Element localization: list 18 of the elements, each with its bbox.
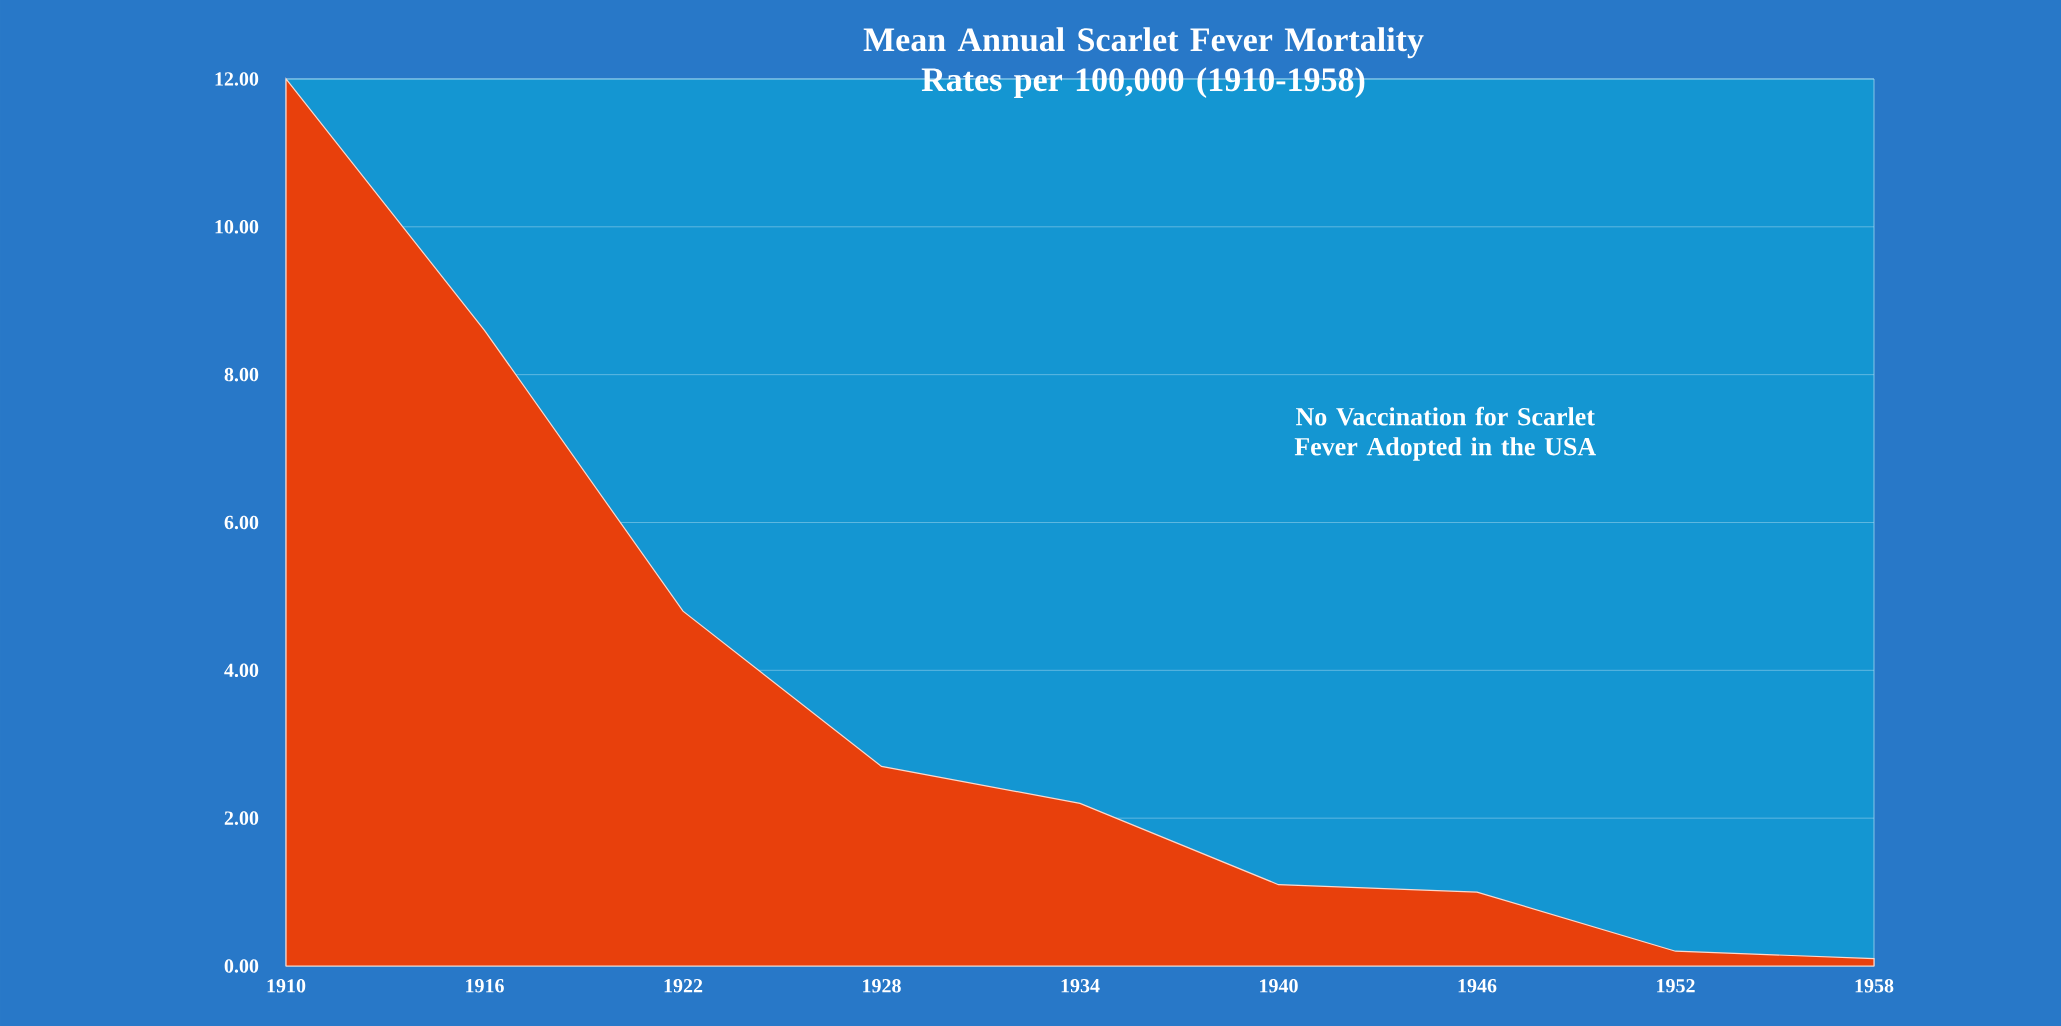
x-tick-label: 1910 <box>267 979 306 993</box>
y-tick-label: 2.00 <box>224 811 259 825</box>
y-tick-label: 12.00 <box>215 72 259 86</box>
chart-title: Mean Annual Scarlet Fever Mortality Rates per 100,000 (1910-1958) <box>863 27 1424 99</box>
y-tick-label: 8.00 <box>224 367 259 382</box>
x-tick-label: 1928 <box>863 979 901 993</box>
annotation: No Vaccination for Scarlet Fever Adopted in the USA <box>1294 406 1596 461</box>
x-tick-label: 1916 <box>466 979 504 993</box>
y-tick-label: 10.00 <box>215 220 259 234</box>
x-tick-label: 1958 <box>1855 979 1894 993</box>
x-tick-label: 1934 <box>1061 979 1100 993</box>
x-tick-label: 1922 <box>664 979 703 993</box>
x-tick-label: 1940 <box>1260 979 1298 993</box>
y-tick-label: 6.00 <box>224 515 259 530</box>
y-tick-label: 4.00 <box>224 663 259 678</box>
y-tick-label: 0.00 <box>224 959 259 973</box>
x-tick-label: 1952 <box>1657 979 1695 993</box>
x-tick-label: 1946 <box>1458 979 1497 993</box>
